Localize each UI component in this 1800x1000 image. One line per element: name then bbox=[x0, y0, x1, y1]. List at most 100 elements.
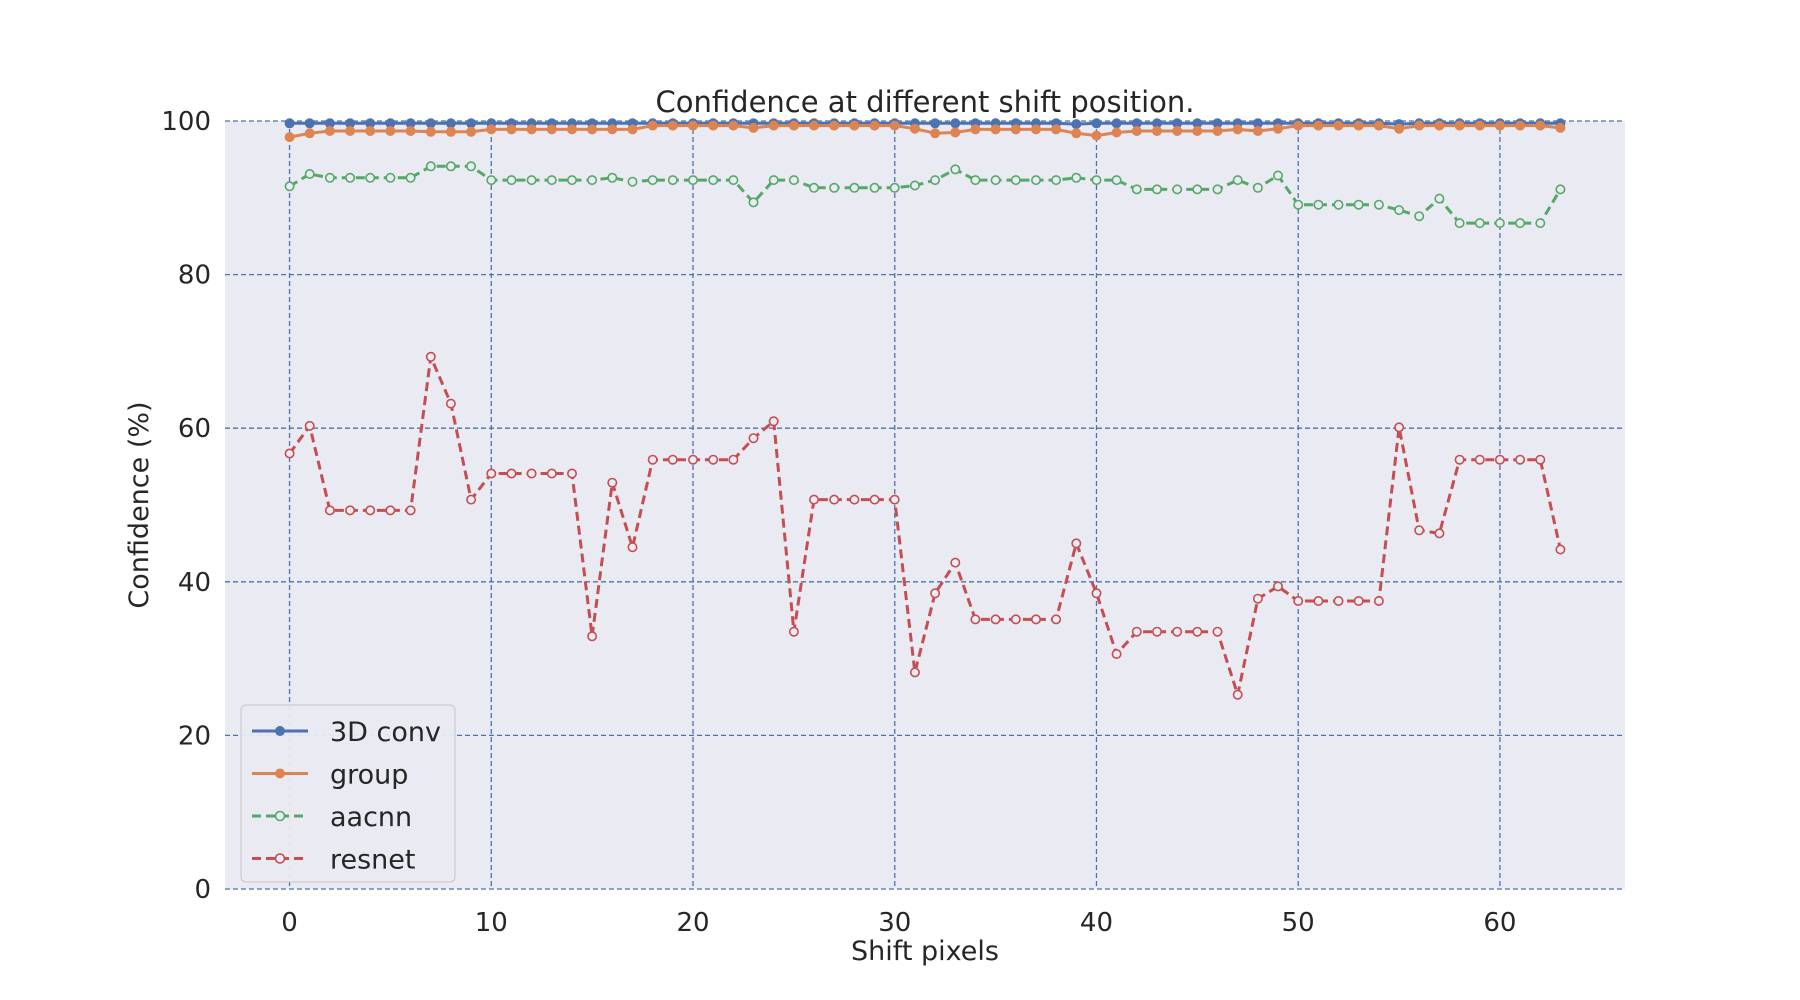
data-point-resnet bbox=[345, 505, 356, 516]
data-point-resnet bbox=[466, 494, 477, 505]
data-point-resnet bbox=[486, 468, 497, 479]
tick-labels: 0 10 20 30 40 50 60 0 20 40 60 80 100 bbox=[161, 107, 1516, 938]
data-point-aacnn bbox=[687, 175, 698, 186]
data-point-aacnn bbox=[889, 182, 900, 193]
data-point-resnet bbox=[365, 505, 376, 516]
x-tick-label: 0 bbox=[281, 908, 298, 938]
data-point-aacnn bbox=[1474, 218, 1485, 229]
data-point-group bbox=[345, 126, 356, 136]
legend-marker bbox=[275, 768, 285, 779]
legend-item-aacnn: aacnn bbox=[252, 802, 412, 833]
data-point-resnet bbox=[788, 626, 799, 637]
data-point-group bbox=[647, 120, 658, 131]
data-point-aacnn bbox=[748, 197, 759, 208]
legend-label: resnet bbox=[330, 845, 416, 876]
data-point-group bbox=[445, 126, 456, 137]
data-point-resnet bbox=[829, 494, 840, 505]
data-point-aacnn bbox=[1152, 184, 1163, 195]
data-point-group bbox=[930, 128, 941, 139]
data-point-resnet bbox=[1313, 595, 1324, 606]
data-point-resnet bbox=[1152, 626, 1163, 637]
data-point-aacnn bbox=[930, 175, 941, 186]
data-point-group bbox=[425, 126, 436, 137]
data-point-resnet bbox=[284, 448, 295, 459]
plot-background bbox=[225, 121, 1625, 889]
data-point-aacnn bbox=[768, 175, 779, 186]
data-point-group bbox=[1192, 126, 1203, 136]
y-tick-label: 0 bbox=[194, 875, 211, 905]
data-point-resnet bbox=[808, 494, 819, 505]
data-point-resnet bbox=[1414, 525, 1425, 536]
data-point-group bbox=[1010, 124, 1021, 135]
data-point-resnet bbox=[1031, 614, 1042, 625]
data-point-group bbox=[1273, 123, 1283, 134]
data-point-aacnn bbox=[385, 172, 396, 183]
data-point-aacnn bbox=[445, 161, 456, 172]
legend-marker bbox=[274, 810, 286, 822]
data-point-3d-conv bbox=[1111, 118, 1122, 129]
data-point-resnet bbox=[950, 557, 961, 568]
data-point-resnet bbox=[607, 477, 618, 488]
data-point-aacnn bbox=[1031, 175, 1042, 186]
data-point-aacnn bbox=[324, 172, 335, 183]
data-point-group bbox=[1131, 126, 1142, 136]
x-tick-label: 10 bbox=[475, 908, 508, 938]
data-point-aacnn bbox=[1373, 199, 1384, 210]
data-point-resnet bbox=[1535, 454, 1546, 465]
data-point-aacnn bbox=[1051, 175, 1062, 186]
data-point-resnet bbox=[869, 494, 880, 505]
data-point-aacnn bbox=[466, 161, 477, 172]
x-tick-label: 30 bbox=[878, 908, 911, 938]
data-point-group bbox=[587, 124, 598, 135]
data-point-resnet bbox=[1071, 538, 1082, 549]
data-point-aacnn bbox=[1212, 184, 1223, 195]
y-axis-label: Confidence (%) bbox=[124, 401, 155, 608]
data-point-resnet bbox=[687, 454, 698, 465]
data-point-aacnn bbox=[1071, 172, 1082, 183]
data-point-group bbox=[324, 126, 335, 136]
data-point-resnet bbox=[970, 614, 981, 625]
data-point-aacnn bbox=[506, 175, 517, 186]
data-point-group bbox=[607, 124, 618, 135]
data-point-group bbox=[1293, 120, 1304, 131]
series-line-aacnn bbox=[288, 164, 1562, 225]
data-point-aacnn bbox=[708, 175, 719, 186]
y-tick-label: 100 bbox=[161, 107, 211, 137]
data-point-aacnn bbox=[486, 175, 497, 186]
data-point-aacnn bbox=[1273, 170, 1284, 181]
series-line-3d-conv bbox=[289, 121, 1561, 126]
y-tick-label: 40 bbox=[178, 568, 211, 598]
legend-box bbox=[240, 704, 456, 883]
data-point-aacnn bbox=[829, 182, 840, 193]
data-point-resnet bbox=[1172, 626, 1183, 637]
data-point-3d-conv bbox=[425, 118, 436, 129]
data-point-aacnn bbox=[1494, 218, 1505, 229]
data-point-resnet bbox=[1232, 689, 1243, 700]
data-point-resnet bbox=[647, 454, 658, 465]
data-point-group bbox=[728, 120, 739, 131]
data-point-aacnn bbox=[587, 175, 598, 186]
data-point-aacnn bbox=[950, 164, 961, 175]
data-point-resnet bbox=[506, 468, 517, 479]
legend-marker bbox=[274, 853, 286, 864]
data-point-group bbox=[869, 120, 880, 131]
data-point-group bbox=[1232, 124, 1243, 135]
data-point-aacnn bbox=[667, 175, 678, 186]
data-point-aacnn bbox=[1333, 199, 1344, 210]
data-point-resnet bbox=[1394, 422, 1405, 433]
data-point-resnet bbox=[768, 416, 779, 427]
series-3d-conv bbox=[284, 118, 1566, 130]
data-point-aacnn bbox=[1414, 211, 1425, 222]
data-point-resnet bbox=[445, 398, 456, 409]
data-point-resnet bbox=[425, 351, 436, 362]
data-point-group bbox=[627, 124, 638, 135]
data-point-resnet bbox=[1434, 528, 1445, 539]
data-point-resnet bbox=[405, 505, 416, 516]
data-point-resnet bbox=[1131, 626, 1142, 637]
data-point-group bbox=[1172, 126, 1183, 136]
data-point-group bbox=[748, 122, 759, 133]
data-point-group bbox=[849, 120, 860, 131]
data-point-resnet bbox=[1051, 614, 1062, 625]
data-point-resnet bbox=[748, 433, 759, 444]
